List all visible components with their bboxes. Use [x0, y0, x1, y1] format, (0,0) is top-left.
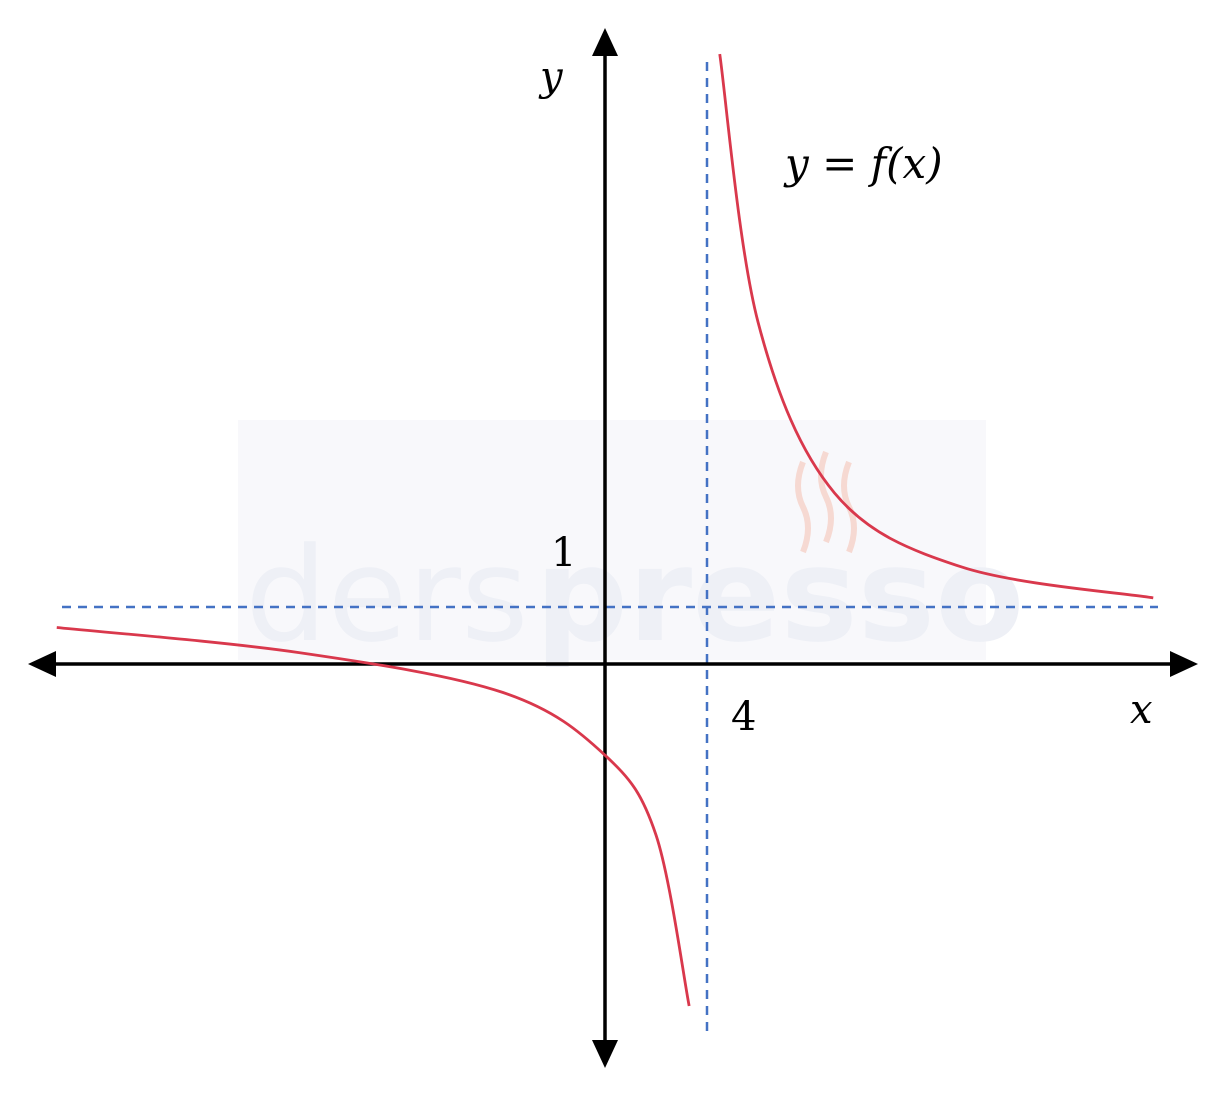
watermark-light-text: ders — [245, 519, 529, 671]
y-axis-label: y — [538, 54, 564, 100]
curve-left-branch — [56, 626, 691, 1007]
x-axis-label: x — [1130, 687, 1153, 733]
x-axis-arrow-left-icon — [28, 651, 56, 677]
watermark-steam-icon — [818, 450, 834, 544]
watermark-backdrop — [238, 420, 986, 660]
watermark: ders presso — [238, 420, 1024, 671]
y-axis-arrow-up-icon — [592, 28, 618, 56]
curve-right-branch — [718, 53, 1154, 600]
watermark-steam-icon — [795, 460, 811, 554]
x-axis-arrow-right-icon — [1170, 651, 1198, 677]
y-axis-arrow-down-icon — [592, 1040, 618, 1068]
vertical-asymptote-tick-label: 4 — [731, 694, 756, 740]
watermark-bold-text: presso — [535, 519, 1024, 671]
function-label: y = f(x) — [783, 139, 943, 188]
horizontal-asymptote-tick-label: 1 — [551, 530, 576, 576]
